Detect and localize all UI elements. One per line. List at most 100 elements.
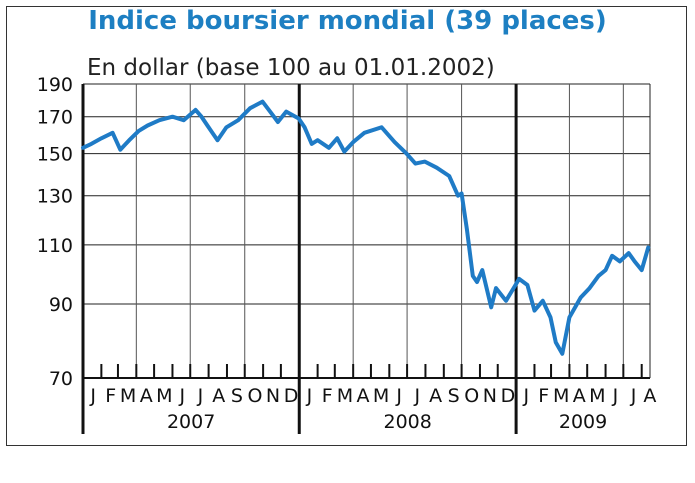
x-month-label: F — [105, 385, 116, 407]
x-month-label: A — [429, 385, 442, 407]
data-point — [413, 162, 417, 166]
data-point — [248, 106, 252, 110]
x-month-label: A — [212, 385, 225, 407]
data-point — [548, 315, 553, 319]
data-point — [504, 299, 508, 303]
data-point — [646, 246, 650, 250]
x-month-label: D — [501, 385, 516, 407]
x-month-label: N — [483, 385, 497, 407]
data-point — [316, 138, 320, 142]
data-point — [224, 125, 228, 129]
x-month-label: J — [306, 385, 313, 407]
data-point — [297, 116, 301, 121]
data-point — [362, 131, 366, 135]
data-point — [579, 295, 583, 300]
data-point — [471, 274, 475, 278]
data-point — [351, 140, 355, 144]
data-point — [554, 340, 558, 344]
x-month-label: M — [120, 385, 136, 407]
data-point — [260, 100, 265, 104]
data-point — [489, 305, 493, 309]
data-point — [610, 254, 614, 258]
x-month-label: M — [373, 385, 389, 407]
x-month-label: A — [573, 385, 586, 407]
data-point — [435, 166, 439, 170]
data-point — [303, 125, 307, 129]
x-month-label: J — [413, 385, 420, 407]
data-point — [596, 274, 601, 278]
data-point — [81, 146, 85, 150]
data-point — [199, 115, 204, 119]
x-month-label: M — [156, 385, 172, 407]
data-point — [380, 125, 384, 129]
data-point — [465, 227, 469, 231]
data-point — [269, 111, 273, 115]
x-month-label: F — [538, 385, 549, 407]
data-point — [127, 138, 131, 142]
y-tick-label: 170 — [37, 107, 73, 129]
data-point — [513, 283, 518, 287]
y-tick-label: 150 — [37, 144, 73, 166]
x-month-label: O — [464, 385, 479, 407]
data-point — [327, 146, 331, 150]
x-month-label: A — [643, 385, 656, 407]
x-month-label: M — [553, 385, 569, 407]
data-point — [517, 277, 521, 281]
data-point — [170, 115, 175, 119]
x-month-label: S — [448, 385, 460, 407]
data-point — [194, 108, 198, 112]
x-month-label: F — [322, 385, 333, 407]
data-point — [423, 160, 427, 164]
data-point — [310, 142, 314, 146]
data-point — [480, 268, 484, 272]
data-point — [525, 283, 530, 287]
data-point — [618, 259, 622, 263]
y-tick-label: 130 — [37, 186, 73, 208]
series-line — [81, 99, 651, 356]
x-month-label: J — [630, 385, 637, 407]
x-year-label: 2007 — [167, 411, 215, 433]
chart-frame — [6, 6, 687, 446]
x-month-label: J — [89, 385, 96, 407]
data-point — [532, 309, 537, 313]
x-month-label: A — [140, 385, 153, 407]
y-tick-label: 190 — [37, 74, 73, 96]
x-month-label: M — [337, 385, 353, 407]
x-month-label: J — [179, 385, 186, 407]
data-point — [560, 352, 564, 356]
data-point — [99, 136, 103, 140]
x-month-label: J — [522, 385, 529, 407]
data-point — [627, 251, 631, 255]
data-point — [89, 142, 93, 146]
y-tick-label: 90 — [49, 294, 73, 316]
data-point — [567, 315, 572, 319]
chart-title: Indice boursier mondial (39 places) — [88, 6, 607, 36]
data-point — [447, 174, 451, 178]
x-year-label: 2008 — [383, 411, 431, 433]
chart-subtitle: En dollar (base 100 au 01.01.2002) — [87, 55, 495, 81]
data-point — [460, 191, 464, 196]
data-point — [456, 194, 460, 198]
data-point — [276, 120, 280, 124]
y-tick-label: 110 — [37, 235, 73, 257]
x-month-label: M — [589, 385, 605, 407]
x-month-label: N — [266, 385, 280, 407]
data-point — [393, 140, 397, 144]
data-point — [157, 118, 161, 122]
x-month-label: D — [284, 385, 299, 407]
x-month-label: O — [247, 385, 262, 407]
x-month-label: J — [197, 385, 204, 407]
data-point — [111, 131, 115, 135]
data-point — [137, 129, 141, 133]
x-month-label: S — [231, 385, 243, 407]
data-point — [633, 259, 637, 263]
y-tick-label: 70 — [49, 368, 73, 390]
data-point — [236, 118, 240, 122]
data-point — [640, 268, 644, 272]
data-point — [475, 280, 479, 284]
data-point — [588, 286, 592, 290]
x-month-label: J — [612, 385, 619, 407]
data-point — [284, 110, 288, 114]
x-year-label: 2009 — [559, 411, 607, 433]
